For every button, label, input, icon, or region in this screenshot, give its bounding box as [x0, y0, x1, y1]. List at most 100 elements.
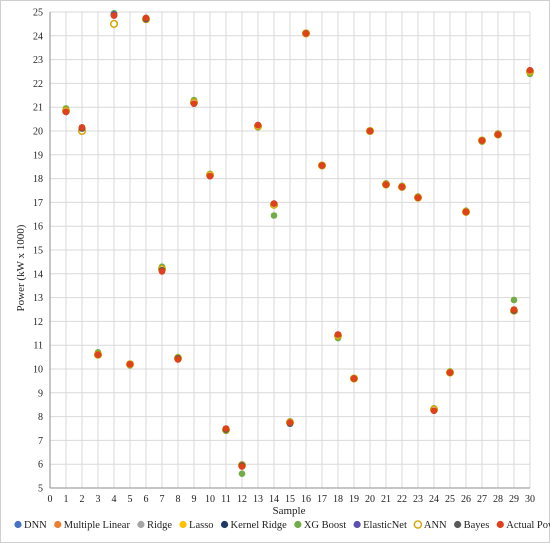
x-tick-label: 23: [413, 494, 423, 505]
point-actual-power: [350, 375, 358, 382]
point-actual-power: [222, 425, 230, 432]
x-tick-label: 15: [285, 494, 295, 505]
x-tick-label: 13: [253, 494, 263, 505]
legend-label-ann: ANN: [424, 520, 447, 531]
point-actual-power: [510, 306, 518, 313]
legend-label-elasticnet: ElasticNet: [363, 520, 407, 531]
legend-label-multiple-linear: Multiple Linear: [64, 520, 131, 531]
legend-label-bayes: Bayes: [464, 520, 490, 531]
y-tick-label: 16: [33, 222, 43, 233]
axes: [49, 12, 530, 489]
x-tick-label: 6: [144, 494, 149, 505]
point-actual-power: [158, 268, 166, 275]
point-actual-power: [238, 463, 246, 470]
x-tick-label: 16: [301, 494, 311, 505]
y-tick-label: 20: [33, 127, 43, 138]
legend-label-ridge: Ridge: [147, 520, 172, 531]
y-tick-label: 10: [33, 365, 43, 376]
point-actual-power: [110, 12, 118, 19]
x-tick-label: 22: [397, 494, 407, 505]
legend-label-actual-power: Actual Power: [506, 520, 550, 531]
x-tick-labels: 0 1 2 3 4 5 6 7 8 9 10 11 12 13 14 15 16 17 18 19 20 21 22 23 24…: [48, 494, 536, 505]
point-actual-power: [446, 369, 454, 376]
point-xg-boost: [270, 212, 278, 219]
point-actual-power: [494, 131, 502, 138]
point-xg-boost: [510, 296, 518, 304]
point-actual-power: [334, 331, 342, 338]
y-tick-label: 6: [38, 460, 43, 471]
point-actual-power: [398, 183, 406, 191]
legend-marker-ridge: [137, 520, 145, 529]
y-tick-label: 13: [33, 293, 43, 304]
point-actual-power: [302, 30, 310, 37]
legend-marker-kernel-ridge: [220, 520, 229, 529]
point-actual-power: [174, 356, 182, 363]
point-actual-power: [414, 194, 422, 201]
point-actual-power: [270, 200, 278, 207]
y-tick-label: 7: [38, 436, 43, 447]
point-actual-power: [526, 67, 534, 74]
point-actual-power: [190, 100, 198, 107]
y-tick-label: 25: [33, 8, 43, 19]
x-tick-label: 29: [509, 494, 519, 505]
x-tick-label: 2: [80, 494, 85, 505]
x-tick-label: 4: [112, 494, 117, 505]
x-tick-label: 5: [128, 494, 133, 505]
legend-marker-ann: [413, 520, 423, 529]
legend-marker-bayes: [454, 520, 462, 529]
point-xg-boost: [238, 470, 246, 478]
x-tick-label: 8: [176, 494, 181, 505]
x-tick-label: 28: [493, 494, 503, 505]
x-tick-label: 11: [221, 494, 231, 505]
x-tick-label: 12: [237, 494, 247, 505]
legend-marker-xg-boost: [294, 520, 302, 529]
point-actual-power: [254, 121, 262, 129]
legend-label-kernel-ridge: Kernel Ridge: [231, 520, 288, 531]
x-tick-label: 25: [445, 494, 455, 505]
y-tick-label: 22: [33, 79, 43, 90]
x-tick-label: 3: [96, 494, 101, 505]
x-tick-label: 14: [269, 494, 279, 505]
legend: DNN Multiple Linear Ridge Lasso Kernel Ridge…: [14, 520, 550, 531]
point-actual-power: [126, 360, 134, 368]
x-tick-label: 30: [525, 494, 535, 505]
legend-label-xg-boost: XG Boost: [304, 520, 346, 531]
legend-marker-lasso: [179, 520, 187, 529]
x-tick-label: 17: [317, 494, 327, 505]
point-actual-power: [478, 137, 486, 144]
y-tick-label: 12: [33, 317, 43, 328]
x-tick-label: 20: [365, 494, 375, 505]
y-tick-label: 14: [33, 269, 43, 280]
legend-marker-elasticnet: [353, 520, 361, 529]
point-actual-power: [206, 172, 214, 180]
x-axis-title: Sample: [273, 505, 306, 517]
y-axis-title: Power (kW x 1000): [15, 224, 27, 311]
point-actual-power: [78, 124, 86, 131]
y-tick-labels: 5 6 7 8 9 10 11 12 13 14 15 16 17 18 19 20 21 22 23 24 25: [33, 8, 43, 495]
legend-marker-multiple-linear: [54, 520, 62, 529]
y-tick-label: 24: [33, 31, 43, 42]
x-tick-label: 19: [349, 494, 359, 505]
x-tick-label: 1: [64, 494, 69, 505]
x-tick-label: 27: [477, 494, 487, 505]
x-tick-label: 26: [461, 494, 471, 505]
point-actual-power: [142, 14, 150, 22]
y-tick-label: 5: [38, 484, 43, 495]
y-tick-label: 11: [33, 341, 43, 352]
legend-label-dnn: DNN: [24, 520, 47, 531]
x-tick-label: 24: [429, 494, 439, 505]
data-points: [61, 9, 535, 478]
y-tick-label: 19: [33, 150, 43, 161]
point-actual-power: [430, 407, 438, 414]
y-tick-label: 21: [33, 103, 43, 114]
gridlines: [49, 11, 531, 489]
x-tick-label: 9: [192, 494, 197, 505]
x-tick-label: 10: [205, 494, 215, 505]
x-tick-label: 21: [381, 494, 391, 505]
y-tick-label: 23: [33, 55, 43, 66]
point-actual-power: [94, 351, 102, 359]
x-tick-label: 7: [160, 494, 165, 505]
y-tick-label: 15: [33, 246, 43, 257]
